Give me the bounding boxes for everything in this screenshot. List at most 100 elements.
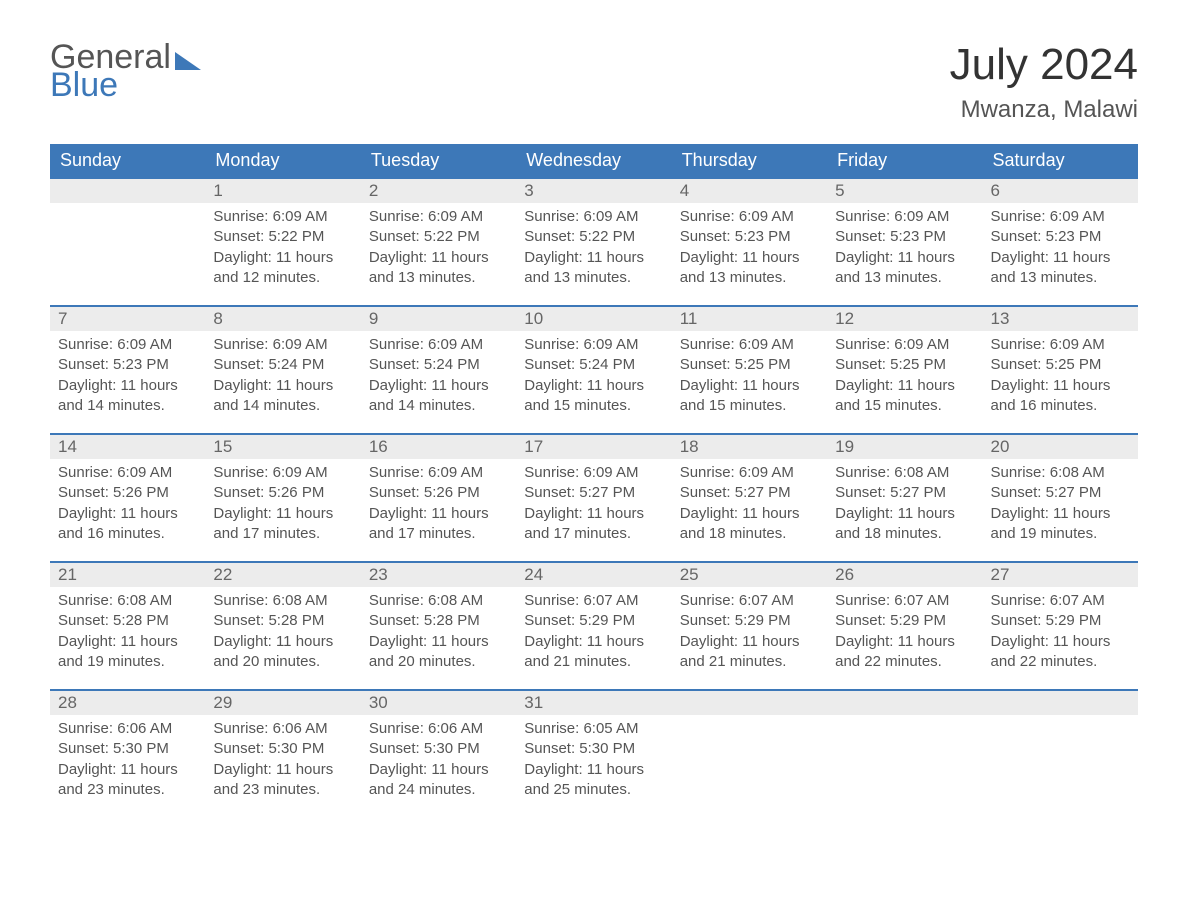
day-number: 7	[50, 307, 205, 331]
sunrise-line: Sunrise: 6:09 AM	[524, 207, 663, 227]
day-body: Sunrise: 6:07 AMSunset: 5:29 PMDaylight:…	[827, 587, 982, 680]
daylight-line: Daylight: 11 hours and 17 minutes.	[369, 504, 508, 545]
sunset-line: Sunset: 5:26 PM	[58, 483, 197, 503]
sunset-line: Sunset: 5:26 PM	[213, 483, 352, 503]
week-row: 28Sunrise: 6:06 AMSunset: 5:30 PMDayligh…	[50, 690, 1138, 818]
day-number: 30	[361, 691, 516, 715]
day-cell: 18Sunrise: 6:09 AMSunset: 5:27 PMDayligh…	[672, 434, 827, 562]
sunrise-line: Sunrise: 6:08 AM	[369, 591, 508, 611]
daylight-line: Daylight: 11 hours and 15 minutes.	[835, 376, 974, 417]
sunset-line: Sunset: 5:29 PM	[991, 611, 1130, 631]
day-body: Sunrise: 6:09 AMSunset: 5:25 PMDaylight:…	[983, 331, 1138, 424]
sunrise-line: Sunrise: 6:06 AM	[369, 719, 508, 739]
daylight-line: Daylight: 11 hours and 21 minutes.	[524, 632, 663, 673]
daylight-line: Daylight: 11 hours and 23 minutes.	[58, 760, 197, 801]
day-body: Sunrise: 6:09 AMSunset: 5:25 PMDaylight:…	[672, 331, 827, 424]
sunrise-line: Sunrise: 6:06 AM	[213, 719, 352, 739]
day-cell: 6Sunrise: 6:09 AMSunset: 5:23 PMDaylight…	[983, 178, 1138, 306]
daylight-line: Daylight: 11 hours and 14 minutes.	[58, 376, 197, 417]
day-body: Sunrise: 6:09 AMSunset: 5:23 PMDaylight:…	[827, 203, 982, 296]
day-body: Sunrise: 6:07 AMSunset: 5:29 PMDaylight:…	[516, 587, 671, 680]
day-body: Sunrise: 6:09 AMSunset: 5:22 PMDaylight:…	[361, 203, 516, 296]
daylight-line: Daylight: 11 hours and 17 minutes.	[524, 504, 663, 545]
sunrise-line: Sunrise: 6:07 AM	[835, 591, 974, 611]
day-body: Sunrise: 6:09 AMSunset: 5:26 PMDaylight:…	[50, 459, 205, 552]
day-cell: 14Sunrise: 6:09 AMSunset: 5:26 PMDayligh…	[50, 434, 205, 562]
weekday-header-row: SundayMondayTuesdayWednesdayThursdayFrid…	[50, 144, 1138, 178]
daylight-line: Daylight: 11 hours and 14 minutes.	[213, 376, 352, 417]
daylight-line: Daylight: 11 hours and 17 minutes.	[213, 504, 352, 545]
day-number	[50, 179, 205, 203]
sunrise-line: Sunrise: 6:08 AM	[835, 463, 974, 483]
day-body: Sunrise: 6:09 AMSunset: 5:24 PMDaylight:…	[516, 331, 671, 424]
sunset-line: Sunset: 5:27 PM	[835, 483, 974, 503]
day-cell: 15Sunrise: 6:09 AMSunset: 5:26 PMDayligh…	[205, 434, 360, 562]
week-row: 14Sunrise: 6:09 AMSunset: 5:26 PMDayligh…	[50, 434, 1138, 562]
day-cell	[672, 690, 827, 818]
sunset-line: Sunset: 5:25 PM	[680, 355, 819, 375]
day-cell	[827, 690, 982, 818]
sunrise-line: Sunrise: 6:06 AM	[58, 719, 197, 739]
day-cell: 12Sunrise: 6:09 AMSunset: 5:25 PMDayligh…	[827, 306, 982, 434]
day-body: Sunrise: 6:09 AMSunset: 5:26 PMDaylight:…	[205, 459, 360, 552]
day-number: 29	[205, 691, 360, 715]
sunset-line: Sunset: 5:23 PM	[835, 227, 974, 247]
daylight-line: Daylight: 11 hours and 18 minutes.	[835, 504, 974, 545]
sunset-line: Sunset: 5:22 PM	[369, 227, 508, 247]
day-cell: 31Sunrise: 6:05 AMSunset: 5:30 PMDayligh…	[516, 690, 671, 818]
day-body: Sunrise: 6:08 AMSunset: 5:28 PMDaylight:…	[205, 587, 360, 680]
day-body: Sunrise: 6:05 AMSunset: 5:30 PMDaylight:…	[516, 715, 671, 808]
day-body: Sunrise: 6:06 AMSunset: 5:30 PMDaylight:…	[50, 715, 205, 808]
day-number: 20	[983, 435, 1138, 459]
day-number: 10	[516, 307, 671, 331]
daylight-line: Daylight: 11 hours and 25 minutes.	[524, 760, 663, 801]
sunrise-line: Sunrise: 6:09 AM	[213, 207, 352, 227]
sunrise-line: Sunrise: 6:07 AM	[524, 591, 663, 611]
day-body: Sunrise: 6:09 AMSunset: 5:23 PMDaylight:…	[983, 203, 1138, 296]
daylight-line: Daylight: 11 hours and 22 minutes.	[991, 632, 1130, 673]
sunrise-line: Sunrise: 6:09 AM	[213, 463, 352, 483]
sunset-line: Sunset: 5:23 PM	[991, 227, 1130, 247]
day-number: 14	[50, 435, 205, 459]
sunrise-line: Sunrise: 6:09 AM	[680, 207, 819, 227]
day-number: 22	[205, 563, 360, 587]
day-cell: 20Sunrise: 6:08 AMSunset: 5:27 PMDayligh…	[983, 434, 1138, 562]
sunset-line: Sunset: 5:29 PM	[835, 611, 974, 631]
sunset-line: Sunset: 5:30 PM	[58, 739, 197, 759]
week-row: 1Sunrise: 6:09 AMSunset: 5:22 PMDaylight…	[50, 178, 1138, 306]
day-cell: 10Sunrise: 6:09 AMSunset: 5:24 PMDayligh…	[516, 306, 671, 434]
day-cell: 19Sunrise: 6:08 AMSunset: 5:27 PMDayligh…	[827, 434, 982, 562]
daylight-line: Daylight: 11 hours and 13 minutes.	[835, 248, 974, 289]
daylight-line: Daylight: 11 hours and 20 minutes.	[369, 632, 508, 673]
sunrise-line: Sunrise: 6:07 AM	[991, 591, 1130, 611]
sunrise-line: Sunrise: 6:09 AM	[991, 335, 1130, 355]
weekday-header: Wednesday	[516, 144, 671, 178]
sunset-line: Sunset: 5:26 PM	[369, 483, 508, 503]
day-cell: 9Sunrise: 6:09 AMSunset: 5:24 PMDaylight…	[361, 306, 516, 434]
sunset-line: Sunset: 5:27 PM	[524, 483, 663, 503]
day-body: Sunrise: 6:06 AMSunset: 5:30 PMDaylight:…	[205, 715, 360, 808]
day-cell: 22Sunrise: 6:08 AMSunset: 5:28 PMDayligh…	[205, 562, 360, 690]
calendar-body: 1Sunrise: 6:09 AMSunset: 5:22 PMDaylight…	[50, 178, 1138, 818]
day-cell: 30Sunrise: 6:06 AMSunset: 5:30 PMDayligh…	[361, 690, 516, 818]
day-number: 3	[516, 179, 671, 203]
sunrise-line: Sunrise: 6:09 AM	[369, 335, 508, 355]
day-number: 2	[361, 179, 516, 203]
daylight-line: Daylight: 11 hours and 19 minutes.	[58, 632, 197, 673]
day-number: 23	[361, 563, 516, 587]
day-body: Sunrise: 6:09 AMSunset: 5:25 PMDaylight:…	[827, 331, 982, 424]
sunset-line: Sunset: 5:24 PM	[524, 355, 663, 375]
day-number: 1	[205, 179, 360, 203]
daylight-line: Daylight: 11 hours and 19 minutes.	[991, 504, 1130, 545]
day-cell	[50, 178, 205, 306]
title-block: July 2024 Mwanza, Malawi	[950, 40, 1138, 124]
logo-text-blue: Blue	[50, 68, 201, 102]
sunset-line: Sunset: 5:27 PM	[680, 483, 819, 503]
weekday-header: Sunday	[50, 144, 205, 178]
day-cell: 2Sunrise: 6:09 AMSunset: 5:22 PMDaylight…	[361, 178, 516, 306]
daylight-line: Daylight: 11 hours and 13 minutes.	[369, 248, 508, 289]
week-row: 7Sunrise: 6:09 AMSunset: 5:23 PMDaylight…	[50, 306, 1138, 434]
daylight-line: Daylight: 11 hours and 15 minutes.	[524, 376, 663, 417]
day-number: 11	[672, 307, 827, 331]
day-number	[983, 691, 1138, 715]
